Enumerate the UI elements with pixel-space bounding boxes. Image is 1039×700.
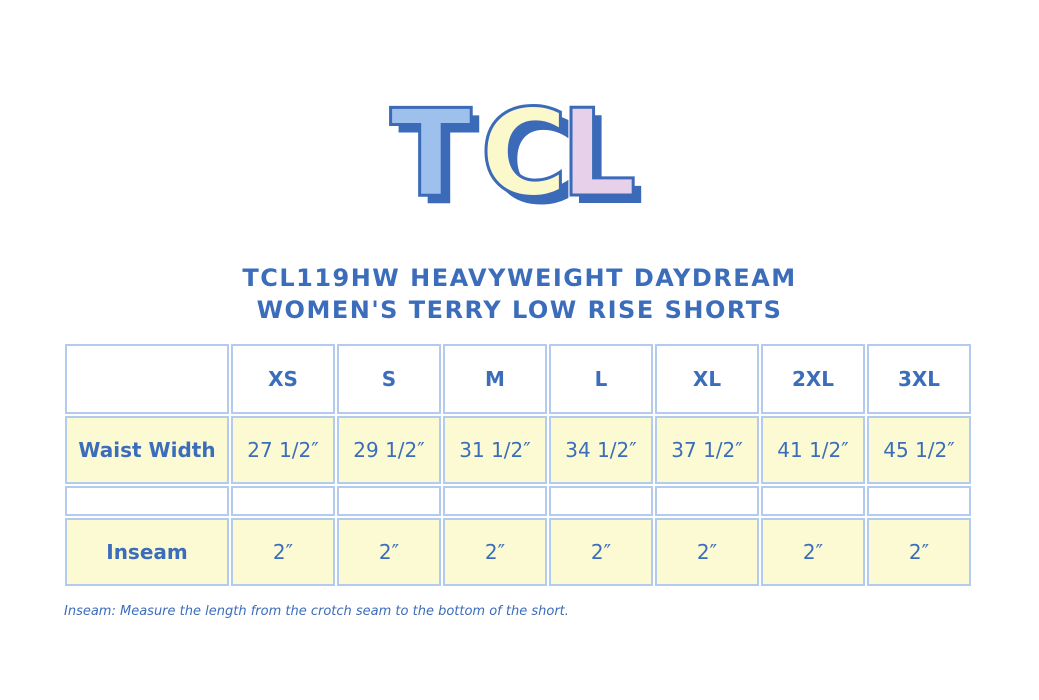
- measure-cell: 2″: [549, 518, 653, 586]
- measure-cell: 2″: [231, 518, 335, 586]
- spacer-cell: [549, 486, 653, 516]
- size-header: L: [549, 344, 653, 414]
- size-header: 2XL: [761, 344, 865, 414]
- measure-cell: 41 1/2″: [761, 416, 865, 484]
- corner-cell: [65, 344, 229, 414]
- measure-row: Inseam 2″ 2″ 2″ 2″ 2″ 2″ 2″: [65, 518, 971, 586]
- size-header: S: [337, 344, 441, 414]
- measure-cell: 34 1/2″: [549, 416, 653, 484]
- measure-cell: 2″: [655, 518, 759, 586]
- logo: TT CC LL: [389, 84, 645, 221]
- measure-cell: 45 1/2″: [867, 416, 971, 484]
- logo-letter-shadow: L: [568, 93, 644, 220]
- header-row: XS S M L XL 2XL 3XL: [65, 344, 971, 414]
- logo-letter: L: [560, 85, 636, 220]
- spacer-cell: [655, 486, 759, 516]
- size-table: XS S M L XL 2XL 3XL Waist Width 27 1/2″ 29 1/2″ 31…: [63, 342, 973, 588]
- note: Inseam: Measure the length from the crot…: [64, 604, 569, 619]
- logo-letter-shadow: C: [488, 93, 576, 220]
- logo-letter: C: [480, 85, 568, 220]
- measure-cell: 27 1/2″: [231, 416, 335, 484]
- measure-cell: 2″: [867, 518, 971, 586]
- size-header: M: [443, 344, 547, 414]
- measure-cell: 2″: [443, 518, 547, 586]
- measure-cell: 31 1/2″: [443, 416, 547, 484]
- row-label: Waist Width: [65, 416, 229, 484]
- size-header: XS: [231, 344, 335, 414]
- spacer-row: [65, 486, 971, 516]
- logo-letter-shadow: T: [398, 93, 480, 220]
- measure-cell: 37 1/2″: [655, 416, 759, 484]
- measure-cell: 2″: [761, 518, 865, 586]
- size-header: 3XL: [867, 344, 971, 414]
- title-line: WOMEN'S TERRY LOW RISE SHORTS: [256, 296, 783, 324]
- measure-cell: 29 1/2″: [337, 416, 441, 484]
- logo-letter: T: [390, 85, 472, 220]
- measure-row: Waist Width 27 1/2″ 29 1/2″ 31 1/2″ 34 1/2″ 3…: [65, 416, 971, 484]
- title: TCL119HW HEAVYWEIGHT DAYDREAM WOMEN'S TE…: [0, 262, 1039, 326]
- title-line: TCL119HW HEAVYWEIGHT DAYDREAM: [242, 264, 797, 292]
- spacer-cell: [443, 486, 547, 516]
- spacer-cell: [867, 486, 971, 516]
- measure-cell: 2″: [337, 518, 441, 586]
- spacer-cell: [337, 486, 441, 516]
- size-header: XL: [655, 344, 759, 414]
- spacer-cell: [761, 486, 865, 516]
- spacer-cell: [65, 486, 229, 516]
- row-label: Inseam: [65, 518, 229, 586]
- spacer-cell: [231, 486, 335, 516]
